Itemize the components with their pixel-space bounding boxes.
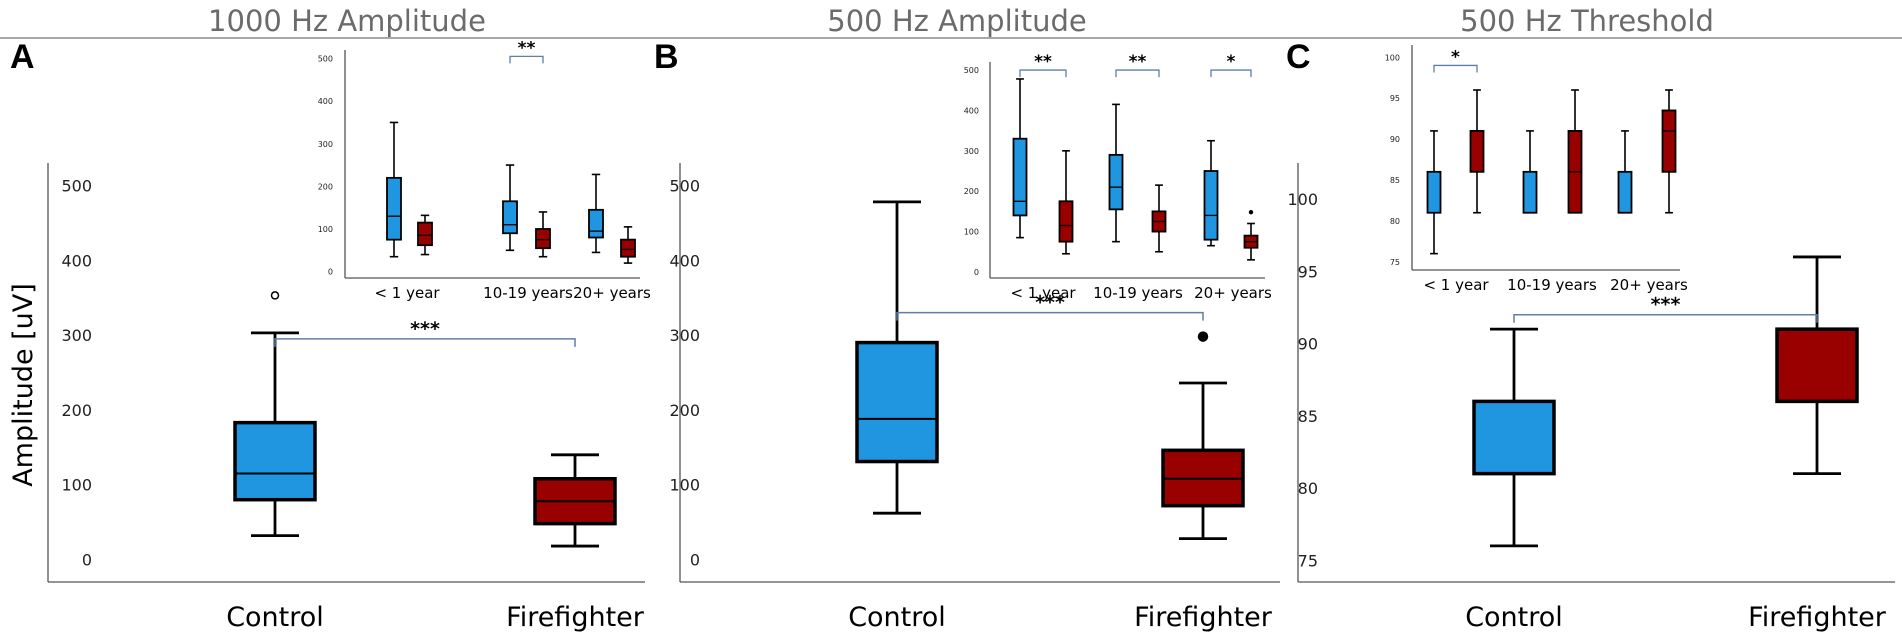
- main-y-tick-label: 85: [1298, 407, 1318, 426]
- main-y-tick-label: 100: [61, 476, 92, 495]
- inset-y-tick-label: 0: [328, 268, 333, 277]
- main-y-tick-label: 400: [61, 251, 92, 270]
- main-significance-bracket: [897, 313, 1203, 321]
- inset-y-tick-label: 0: [974, 268, 979, 277]
- inset-y-tick-label: 100: [1385, 53, 1400, 62]
- inset-control-box: [1014, 139, 1027, 216]
- inset-category-label: < 1 year: [1423, 276, 1489, 294]
- main-category-label: Control: [1465, 602, 1563, 633]
- inset-category-label: 10-19 years: [1507, 276, 1597, 294]
- inset-firefighter-box: [621, 240, 635, 257]
- inset-significance-label: **: [518, 38, 536, 58]
- inset-outlier-point: [1249, 210, 1253, 214]
- main-y-tick-label: 100: [669, 476, 700, 495]
- inset-control-box: [1110, 155, 1123, 210]
- inset-y-tick-label: 500: [318, 55, 333, 64]
- main-significance-label: ***: [410, 318, 440, 340]
- panel-a-label: A: [10, 38, 35, 76]
- inset-control-box: [1619, 172, 1632, 213]
- main-y-tick-label: 500: [61, 176, 92, 195]
- inset-y-tick-label: 90: [1390, 135, 1400, 144]
- main-y-tick-label: 300: [61, 326, 92, 345]
- inset-control-box: [387, 178, 401, 240]
- inset-firefighter-box: [1060, 201, 1073, 241]
- y-axis-label: Amplitude [uV]: [8, 283, 39, 487]
- inset-category-label: 10-19 years: [483, 284, 573, 302]
- main-significance-label: ***: [1651, 294, 1681, 316]
- inset-control-box: [1205, 171, 1218, 240]
- main-control-box: [1474, 401, 1554, 473]
- inset-y-tick-label: 300: [964, 147, 979, 156]
- inset-chart: 0 100 200 300 400 500 < 1 year 10-19 years 20+ y…: [318, 38, 651, 302]
- inset-y-tick-label: 400: [318, 97, 333, 106]
- main-y-tick-label: 200: [61, 401, 92, 420]
- inset-control-box: [503, 201, 517, 233]
- main-y-tick-label: 400: [669, 251, 700, 270]
- inset-y-tick-label: 85: [1390, 176, 1400, 185]
- inset-category-label: < 1 year: [1010, 284, 1076, 302]
- inset-firefighter-box: [536, 229, 550, 248]
- main-control-box: [235, 423, 315, 500]
- inset-y-tick-label: 400: [964, 106, 979, 115]
- inset-y-tick-label: 300: [318, 140, 333, 149]
- main-y-tick-label: 100: [1287, 190, 1318, 209]
- inset-chart: 75 80 85 90 95 100 < 1 year 10-19 years 20+ year…: [1385, 45, 1688, 294]
- inset-category-label: 20+ years: [1194, 284, 1272, 302]
- inset-control-box: [1524, 172, 1537, 213]
- main-y-tick-label: 95: [1298, 262, 1318, 281]
- main-category-label: Firefighter: [1748, 602, 1887, 633]
- main-category-label: Firefighter: [506, 602, 645, 633]
- inset-category-label: 10-19 years: [1093, 284, 1183, 302]
- inset-y-tick-label: 100: [964, 228, 979, 237]
- panel-a-title: 1000 Hz Amplitude: [208, 4, 486, 38]
- main-category-label: Control: [848, 602, 946, 633]
- panel-c-title: 500 Hz Threshold: [1460, 4, 1714, 38]
- main-y-tick-label: 300: [669, 326, 700, 345]
- panel-c-label: C: [1286, 38, 1311, 76]
- main-category-label: Firefighter: [1134, 602, 1273, 633]
- main-outlier-point: [1199, 332, 1208, 341]
- panel-b-label: B: [654, 38, 679, 76]
- inset-significance-label: *: [1451, 47, 1460, 67]
- panel-a: 0 100 200 300 400 500 Control Firefighter *** 0 10…: [48, 38, 651, 633]
- inset-control-box: [589, 210, 603, 238]
- inset-control-box: [1428, 172, 1441, 213]
- main-y-tick-label: 80: [1298, 479, 1318, 498]
- panel-c: 75 80 85 90 95 100 Control Firefighter *** 75 80 85…: [1287, 45, 1895, 633]
- panel-b-title: 500 Hz Amplitude: [827, 4, 1086, 38]
- inset-firefighter-box: [1471, 131, 1484, 172]
- main-firefighter-box: [1777, 329, 1857, 401]
- inset-y-tick-label: 200: [318, 182, 333, 191]
- inset-chart: 0 100 200 300 400 500 < 1 year 10-19 years 20+ y…: [964, 52, 1272, 302]
- inset-firefighter-box: [1663, 110, 1676, 171]
- inset-y-tick-label: 95: [1390, 94, 1400, 103]
- inset-significance-label: **: [1129, 52, 1147, 72]
- main-control-box: [857, 343, 937, 462]
- main-y-tick-label: 0: [82, 551, 92, 570]
- main-y-tick-label: 200: [669, 401, 700, 420]
- main-y-tick-label: 0: [690, 551, 700, 570]
- main-category-label: Control: [226, 602, 324, 633]
- main-y-tick-label: 90: [1298, 335, 1318, 354]
- inset-category-label: < 1 year: [374, 284, 440, 302]
- inset-y-tick-label: 80: [1390, 217, 1400, 226]
- inset-category-label: 20+ years: [1610, 276, 1688, 294]
- inset-y-tick-label: 75: [1390, 258, 1400, 267]
- inset-y-tick-label: 500: [964, 66, 979, 75]
- inset-y-tick-label: 100: [318, 225, 333, 234]
- main-y-tick-label: 500: [669, 176, 700, 195]
- main-significance-bracket: [275, 339, 575, 347]
- main-y-tick-label: 75: [1298, 551, 1318, 570]
- inset-firefighter-box: [418, 223, 432, 246]
- main-outlier-point: [272, 292, 279, 299]
- figure: 1000 Hz Amplitude 500 Hz Amplitude 500 H…: [0, 0, 1902, 638]
- inset-category-label: 20+ years: [573, 284, 651, 302]
- inset-significance-label: *: [1227, 52, 1236, 72]
- main-significance-bracket: [1514, 315, 1817, 323]
- inset-y-tick-label: 200: [964, 187, 979, 196]
- inset-significance-label: **: [1034, 52, 1052, 72]
